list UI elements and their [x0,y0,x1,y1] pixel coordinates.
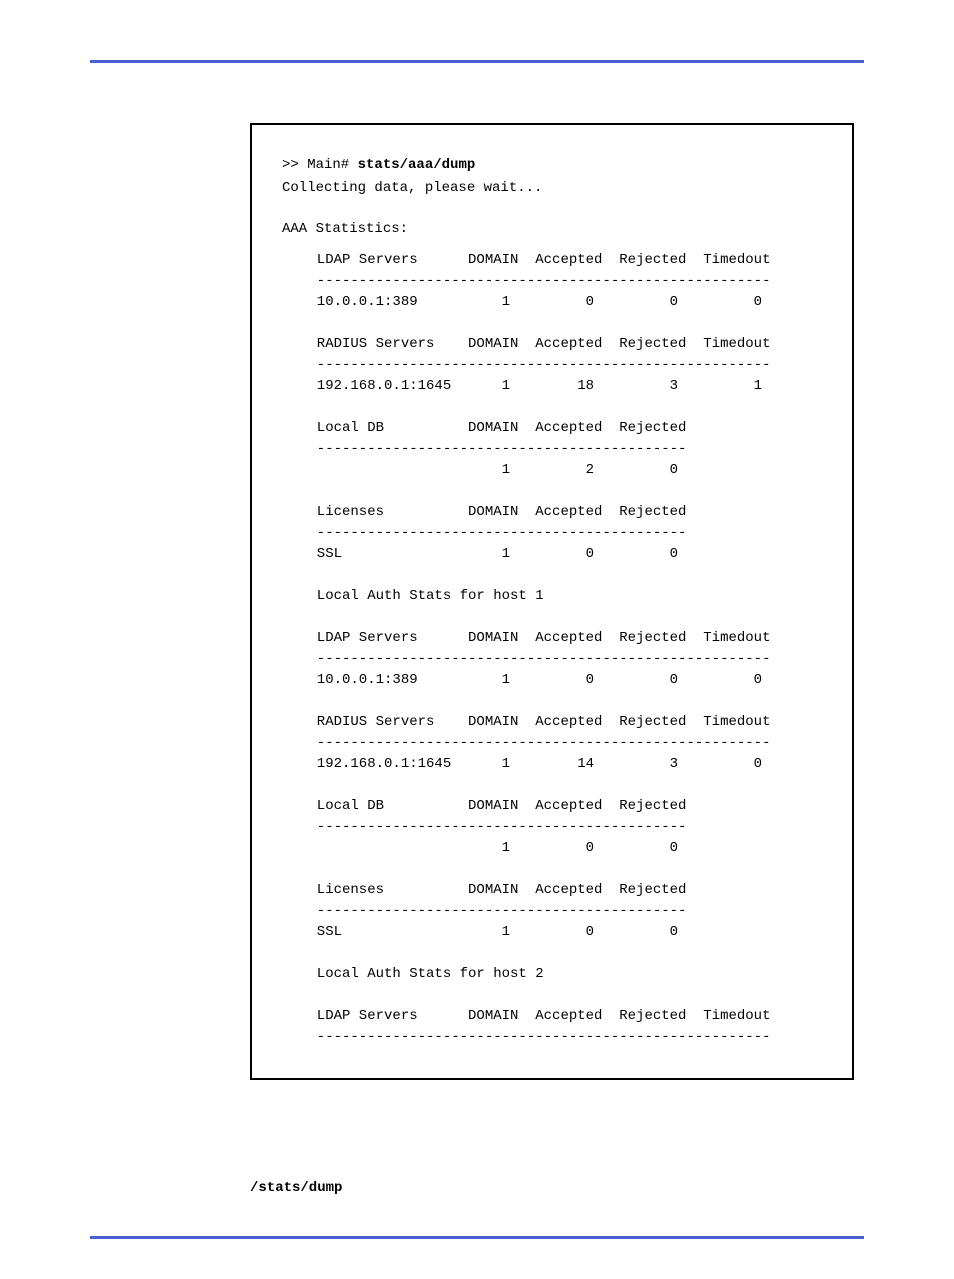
ldap1-divider: ----------------------------------------… [282,271,832,292]
localdb2-header: Local DB DOMAIN Accepted Rejected [282,796,832,817]
footer-command: /stats/dump [250,1180,864,1196]
page-container: >> Main# stats/aaa/dump Collecting data,… [0,0,954,1279]
terminal-output: >> Main# stats/aaa/dump Collecting data,… [250,123,854,1080]
command-text: stats/aaa/dump [358,157,476,173]
radius1-header: RADIUS Servers DOMAIN Accepted Rejected … [282,334,832,355]
ldap3-divider: ----------------------------------------… [282,1027,832,1048]
radius2-header: RADIUS Servers DOMAIN Accepted Rejected … [282,712,832,733]
prompt-prefix: >> Main# [282,157,358,173]
radius1-divider: ----------------------------------------… [282,355,832,376]
ldap2-header: LDAP Servers DOMAIN Accepted Rejected Ti… [282,628,832,649]
ldap1-header: LDAP Servers DOMAIN Accepted Rejected Ti… [282,250,832,271]
licenses1-row: SSL 1 0 0 [282,544,832,565]
footer-divider [90,1236,864,1239]
localdb1-row: 1 2 0 [282,460,832,481]
ldap2-divider: ----------------------------------------… [282,649,832,670]
localdb1-divider: ----------------------------------------… [282,439,832,460]
radius2-row: 192.168.0.1:1645 1 14 3 0 [282,754,832,775]
radius2-divider: ----------------------------------------… [282,733,832,754]
localdb2-row: 1 0 0 [282,838,832,859]
localdb2-divider: ----------------------------------------… [282,817,832,838]
ldap2-row: 10.0.0.1:389 1 0 0 0 [282,670,832,691]
licenses1-header: Licenses DOMAIN Accepted Rejected [282,502,832,523]
licenses1-divider: ----------------------------------------… [282,523,832,544]
licenses2-divider: ----------------------------------------… [282,901,832,922]
command-line: >> Main# stats/aaa/dump [282,155,832,176]
radius1-row: 192.168.0.1:1645 1 18 3 1 [282,376,832,397]
host1-title: Local Auth Stats for host 1 [282,586,832,607]
licenses2-header: Licenses DOMAIN Accepted Rejected [282,880,832,901]
header-divider [90,60,864,63]
ldap1-row: 10.0.0.1:389 1 0 0 0 [282,292,832,313]
localdb1-header: Local DB DOMAIN Accepted Rejected [282,418,832,439]
ldap3-header: LDAP Servers DOMAIN Accepted Rejected Ti… [282,1006,832,1027]
aaa-stats-title: AAA Statistics: [282,219,832,240]
collecting-text: Collecting data, please wait... [282,178,832,199]
host2-title: Local Auth Stats for host 2 [282,964,832,985]
licenses2-row: SSL 1 0 0 [282,922,832,943]
